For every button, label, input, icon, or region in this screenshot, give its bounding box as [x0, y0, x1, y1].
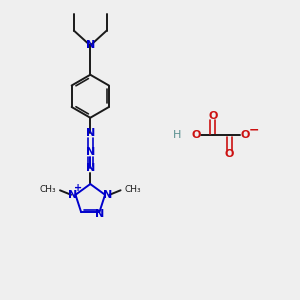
Text: N: N: [86, 163, 95, 173]
Text: O: O: [208, 111, 218, 121]
Text: O: O: [224, 149, 234, 160]
Text: N: N: [86, 147, 95, 157]
Text: N: N: [86, 40, 95, 50]
Text: N: N: [68, 190, 78, 200]
Text: N: N: [103, 190, 112, 200]
Text: O: O: [241, 130, 250, 140]
Text: H: H: [173, 130, 181, 140]
Text: N: N: [86, 128, 95, 138]
Text: +: +: [74, 183, 82, 193]
Text: CH₃: CH₃: [124, 185, 141, 194]
Text: O: O: [192, 130, 201, 140]
Text: N: N: [95, 208, 104, 219]
Text: −: −: [249, 123, 259, 136]
Text: CH₃: CH₃: [40, 185, 56, 194]
